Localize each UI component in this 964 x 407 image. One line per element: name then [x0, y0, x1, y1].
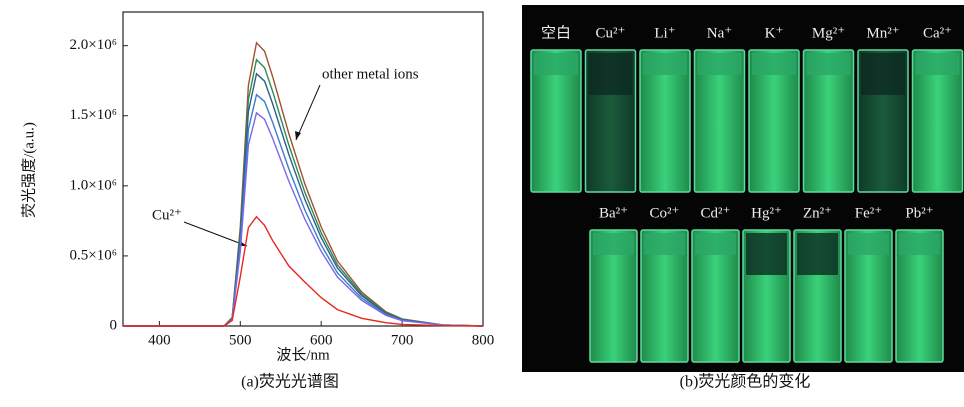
annotation: Cu²⁺: [152, 207, 182, 223]
cuvette-top: [643, 53, 687, 75]
cuvette-label: Zn²⁺: [803, 205, 832, 221]
cuvette-label: Cd²⁺: [701, 205, 731, 221]
caption-a: (a)荧光光谱图: [241, 373, 339, 391]
cuvette: [911, 49, 964, 193]
annotation-arrow: [183, 221, 248, 247]
cuvette-label: Li⁺: [654, 25, 675, 41]
cuvette: [589, 229, 638, 363]
cuvette-top: [797, 233, 838, 275]
cuvette-top: [806, 53, 851, 75]
cuvette: [748, 49, 800, 193]
x-tick-label: 800: [472, 332, 495, 348]
cuvette-label: Ba²⁺: [599, 205, 628, 221]
x-tick-label: 400: [148, 332, 171, 348]
cuvette-top: [593, 233, 634, 255]
cuvette-label: Pb²⁺: [905, 205, 933, 221]
x-tick-label: 500: [229, 332, 252, 348]
cuvette-label: Cu²⁺: [596, 25, 626, 41]
cuvette-top: [695, 233, 736, 255]
cuvette-label: Co²⁺: [650, 205, 680, 221]
caption-b: (b)荧光颜色的变化: [680, 373, 811, 391]
annotation: other metal ions: [322, 66, 419, 82]
cuvette: [691, 229, 740, 363]
x-tick-label: 700: [391, 332, 414, 348]
cuvette: [693, 49, 746, 193]
y-tick-label: 1.5×10⁶: [70, 107, 117, 123]
y-tick-label: 0: [110, 317, 118, 333]
cuvette-label: Mg²⁺: [812, 25, 845, 41]
cuvette-label: Na⁺: [707, 25, 732, 41]
cuvette-top: [899, 233, 940, 255]
cuvette-label: Hg²⁺: [751, 205, 782, 221]
cuvette-top: [746, 233, 787, 275]
series-line: [123, 215, 484, 327]
cuvette: [802, 49, 855, 193]
x-axis-label: 波长/nm: [276, 346, 330, 363]
cuvette-label: K⁺: [765, 25, 784, 41]
cuvettes: 空白 Cu²⁺ Li⁺ Na⁺ K⁺ Mg²⁺ Mn²⁺ Ca²⁺ Ba²⁺ Co²⁺ Cd²⁺ Hg…: [530, 24, 964, 363]
y-tick-label: 0.5×10⁶: [70, 247, 117, 263]
cuvette-label: Ca²⁺: [923, 25, 952, 41]
plot-frame: [122, 11, 484, 327]
cuvette: [640, 229, 689, 363]
cuvette-top: [534, 53, 578, 75]
cuvette: [639, 49, 691, 193]
arrowhead: [295, 131, 301, 140]
cuvette-label: Mn²⁺: [866, 25, 899, 41]
cuvette-label: 空白: [541, 24, 571, 41]
y-tick-label: 2.0×10⁶: [70, 37, 117, 53]
plot: 0 0.5×10⁶ 1.0×10⁶ 1.5×10⁶ 2.0×10⁶ 400 500 600 70…: [70, 37, 495, 348]
y-axis-label: 荧光强度/(a.u.): [20, 122, 37, 218]
cuvette-top: [861, 53, 905, 95]
cuvette: [844, 229, 893, 363]
cuvette: [530, 49, 582, 193]
series-line: [123, 72, 484, 327]
cuvette-top: [644, 233, 685, 255]
cuvette-top: [588, 53, 633, 95]
series-line: [123, 41, 484, 327]
cuvette-top: [848, 233, 889, 255]
cuvette: [895, 229, 944, 363]
y-tick-label: 1.0×10⁶: [70, 177, 117, 193]
cuvette-top: [752, 53, 796, 75]
annotation-arrow: [295, 84, 321, 141]
cuvette-top: [697, 53, 742, 75]
x-tick-label: 600: [310, 332, 333, 348]
cuvette-top: [915, 53, 960, 75]
cuvette-label: Fe²⁺: [855, 205, 882, 221]
